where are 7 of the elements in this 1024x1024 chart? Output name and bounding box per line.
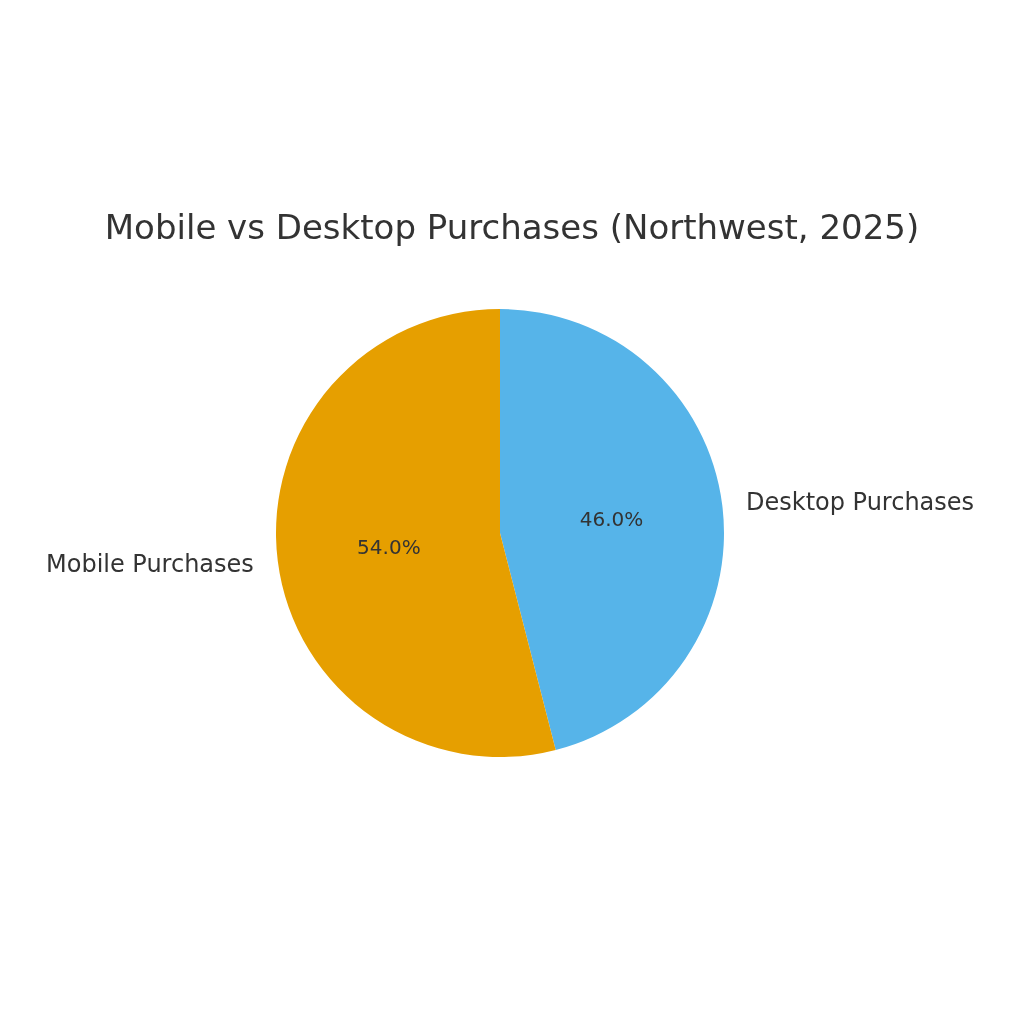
slice-label: Desktop Purchases	[746, 488, 975, 516]
pie-slice	[500, 309, 724, 750]
data-label: 54.0%	[357, 535, 421, 560]
data-label: 46.0%	[579, 506, 644, 531]
slice-label: Mobile Purchases	[46, 550, 254, 578]
chart-title: Mobile vs Desktop Purchases (Northwest, 2025)	[104, 206, 920, 247]
pie-slice	[276, 309, 556, 757]
